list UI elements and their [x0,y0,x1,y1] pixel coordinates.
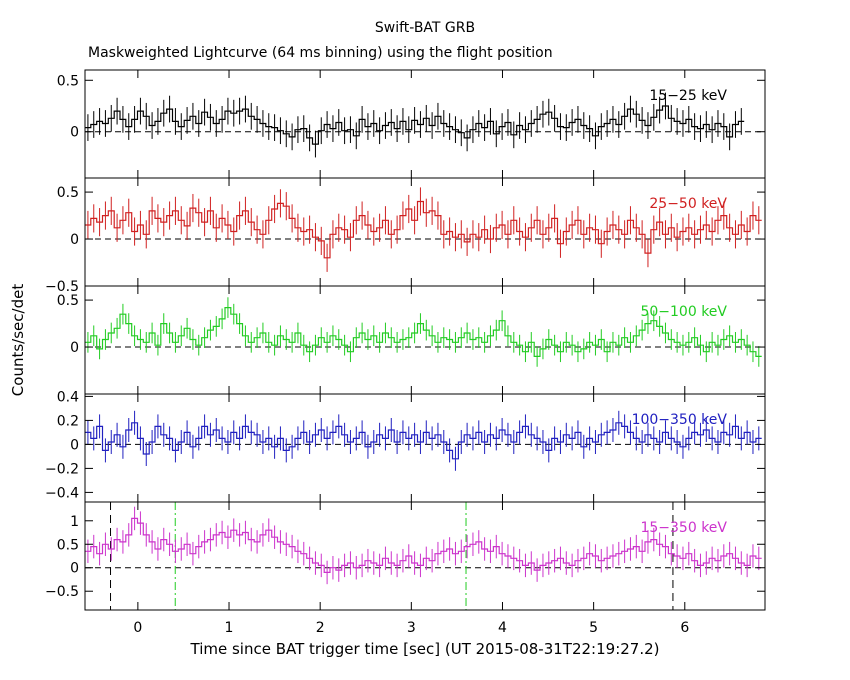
x-axis-label: Time since BAT trigger time [sec] (UT 20… [190,640,660,658]
y-tick-label: −0.5 [45,279,79,295]
y-tick-label: 0.5 [57,185,79,201]
panel-frame [84,393,766,503]
panel-4: −0.4 −0.2 0 0.2 0.4 100−350 keV [45,389,766,503]
chart-subtitle: Maskweighted Lightcurve (64 ms binning) … [88,45,553,61]
y-tick-label: 0.5 [57,73,79,89]
y-tick-label: −0.2 [45,461,79,477]
x-tick-label: 0 [133,620,142,636]
x-tick-label: 2 [316,620,325,636]
series-line [85,105,745,145]
y-tick-label: −0.5 [45,584,79,600]
y-tick-label: −0.4 [45,485,79,501]
series-line [85,517,762,573]
panel-2: −0.5 0 0.5 25−50 keV [45,177,766,295]
series-15-350-keV [85,506,762,585]
x-tick-label: 1 [225,620,234,636]
chart-title: Swift-BAT GRB [374,20,476,36]
series-line [85,200,762,259]
panel-energy-label: 15−25 keV [649,88,727,104]
y-tick-label: 0.2 [57,413,79,429]
y-tick-label: 1 [70,514,79,530]
y-tick-label: 0 [70,125,79,141]
y-tick-label: 0 [70,561,79,577]
y-tick-label: 0 [70,437,79,453]
x-tick-label: 5 [589,620,598,636]
series-25-50-keV [85,187,762,272]
series-line [85,422,762,460]
x-tick-label: 4 [498,620,507,636]
y-tick-label: 0 [70,340,79,356]
panel-energy-label: 50−100 keV [640,304,727,320]
x-tick-label: 6 [680,620,689,636]
panel-frame [84,285,766,395]
series-100-350-keV [85,410,762,471]
panel-1: 0 0.5 15−25 keV [57,69,766,179]
panel-frame [84,501,766,611]
panel-5: −0.5 0 0.5 1 15−350 keV [45,501,766,611]
x-tick-label: 3 [407,620,416,636]
y-tick-label: 0 [70,232,79,248]
series-50-100-keV [85,297,762,367]
y-tick-label: 0.4 [57,389,79,405]
series-15-25-keV [85,92,745,158]
panel-energy-label: 15−350 keV [640,520,727,536]
panel-energy-label: 100−350 keV [632,412,728,428]
panel-3: 0 0.5 50−100 keV [57,285,766,395]
y-tick-label: 0.5 [57,537,79,553]
y-tick-label: 0.5 [57,293,79,309]
panel-energy-label: 25−50 keV [649,196,727,212]
series-line [85,307,762,357]
